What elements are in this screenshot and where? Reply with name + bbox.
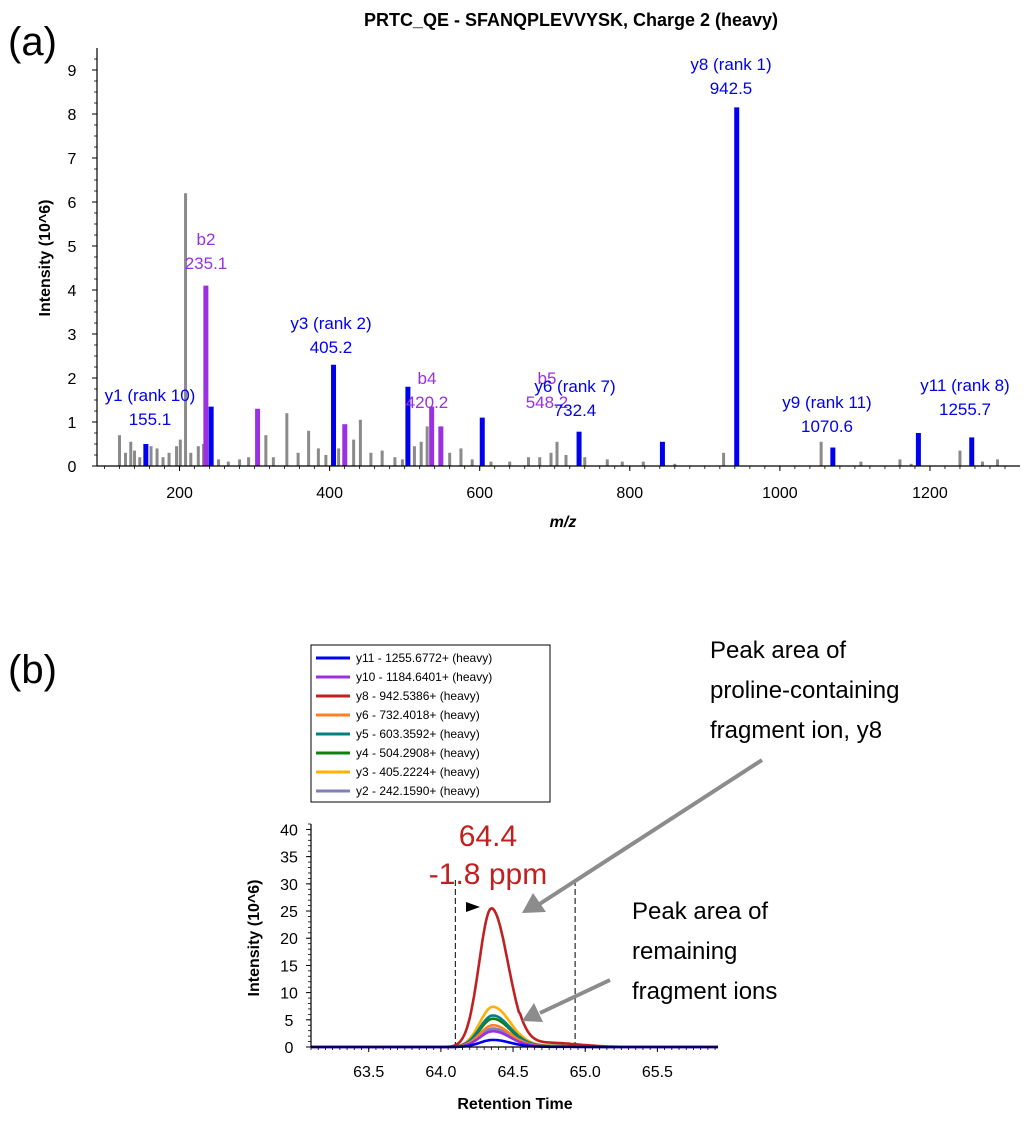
peak-label-y11: y11 (rank 8) <box>920 376 1009 395</box>
y-tick-label: 7 <box>68 151 77 168</box>
x-tick-label: 200 <box>166 485 193 502</box>
y-tick-label: 5 <box>68 239 77 256</box>
legend-label: y3 - 405.2224+ (heavy) <box>356 765 480 779</box>
unmatched-peaks <box>118 193 999 466</box>
x-tick-label: 63.5 <box>353 1064 384 1081</box>
arrow-y8-head <box>522 893 546 913</box>
x-tick-label: 65.0 <box>570 1064 601 1081</box>
callout-remaining-line-2: remaining <box>632 938 737 965</box>
peak-label-y3: y3 (rank 2) <box>290 314 371 333</box>
peak-value-b4: 420.2 <box>406 393 449 412</box>
peak-label-b4: b4 <box>418 369 437 388</box>
peak-value-y1: 155.1 <box>129 410 172 429</box>
callout-remaining: Peak area of remaining fragment ions <box>632 898 777 1005</box>
x-tick-label: 600 <box>466 485 493 502</box>
y-tick-label: 3 <box>68 327 77 344</box>
peak-annotations: y1 (rank 10) 155.1 b2 235.1 y3 (rank 2) 405.2… <box>105 55 1010 436</box>
callout-y8-line-3: fragment ion, y8 <box>710 717 882 744</box>
spectrum-x-ticks: 200 400 600 800 1000 1200 <box>104 466 1006 502</box>
legend-label: y2 - 242.1590+ (heavy) <box>356 784 480 798</box>
x-tick-label: 65.5 <box>642 1064 673 1081</box>
y-tick-label: 0 <box>285 1040 294 1057</box>
legend-label: y10 - 1184.6401+ (heavy) <box>356 670 492 684</box>
y-tick-label: 4 <box>68 283 77 300</box>
peak-label-y1: y1 (rank 10) <box>105 386 196 405</box>
peak-label-b5: b5 <box>538 369 557 388</box>
y-tick-label: 10 <box>280 986 298 1003</box>
callout-y8: Peak area of proline-containing fragment… <box>710 637 899 744</box>
x-tick-label: 400 <box>316 485 343 502</box>
legend-label: y5 - 603.3592+ (heavy) <box>356 727 480 741</box>
panel-b-label: (b) <box>8 648 57 692</box>
y-tick-label: 5 <box>285 1013 294 1030</box>
x-tick-label: 1200 <box>912 485 948 502</box>
x-tick-label: 1000 <box>762 485 798 502</box>
peak-value-y6: 732.4 <box>554 401 597 420</box>
peak-label-y8: y8 (rank 1) <box>690 55 771 74</box>
callout-y8-line-1: Peak area of <box>710 637 846 664</box>
matched-peaks <box>143 107 975 466</box>
callout-y8-line-2: proline-containing <box>710 677 899 704</box>
y-tick-label: 6 <box>68 195 77 212</box>
peak-value-y9: 1070.6 <box>801 417 853 436</box>
peak-label-y9: y9 (rank 11) <box>782 393 871 412</box>
legend-label: y4 - 504.2908+ (heavy) <box>356 746 480 760</box>
chromatogram-y-ticks: 0 5 10 15 20 25 30 35 40 <box>280 822 311 1057</box>
spectrum-y-ticks: 0 1 2 3 4 5 6 7 8 9 <box>68 58 97 476</box>
callout-arrows <box>522 758 764 1022</box>
y-tick-label: 15 <box>280 958 298 975</box>
peak-value-b5: 548.2 <box>526 393 569 412</box>
y-tick-label: 40 <box>280 822 298 839</box>
x-tick-label: 800 <box>616 485 643 502</box>
chromatogram-x-label: Retention Time <box>457 1096 572 1113</box>
x-tick-label: 64.5 <box>497 1064 528 1081</box>
chromatogram-x-ticks: 63.5 64.0 64.5 65.0 65.5 <box>310 1047 716 1081</box>
y-tick-label: 35 <box>280 850 298 867</box>
arrow-remaining-shaft <box>539 978 611 1015</box>
y-tick-label: 25 <box>280 904 298 921</box>
spectrum-chart: PRTC_QE - SFANQPLEVVYSK, Charge 2 (heavy… <box>37 10 1020 531</box>
spectrum-x-label: m/z <box>550 514 577 531</box>
callout-remaining-line-1: Peak area of <box>632 898 768 925</box>
peak-value-y3: 405.2 <box>310 338 353 357</box>
chromatogram-y-label: Intensity (10^6) <box>246 880 263 997</box>
legend-label: y8 - 942.5386+ (heavy) <box>356 689 480 703</box>
arrow-y8-shaft <box>536 758 764 907</box>
spectrum-title: PRTC_QE - SFANQPLEVVYSK, Charge 2 (heavy… <box>364 10 778 30</box>
spectrum-y-label: Intensity (10^6) <box>37 200 54 317</box>
peak-value-y8: 942.5 <box>710 79 753 98</box>
peak-value-b2: 235.1 <box>185 254 228 273</box>
peak-label-y6: y6 (rank 7) <box>534 377 615 396</box>
y-tick-label: 8 <box>68 107 77 124</box>
callout-remaining-line-3: fragment ions <box>632 978 777 1005</box>
integration-bounds <box>454 880 576 1047</box>
legend-label: y6 - 732.4018+ (heavy) <box>356 708 480 722</box>
trace-line <box>311 1014 718 1049</box>
y-tick-label: 1 <box>68 415 77 432</box>
y-tick-label: 2 <box>68 371 77 388</box>
peak-label-b2: b2 <box>197 230 216 249</box>
x-tick-label: 64.0 <box>425 1064 456 1081</box>
y-tick-label: 20 <box>280 931 298 948</box>
peak-value-y11: 1255.7 <box>939 400 991 419</box>
y-tick-label: 30 <box>280 877 298 894</box>
y-tick-label: 9 <box>68 63 77 80</box>
legend-entries: y11 - 1255.6772+ (heavy) y10 - 1184.6401+… <box>316 651 492 798</box>
y-tick-label: 0 <box>68 459 77 476</box>
arrow-remaining-head <box>522 1003 543 1022</box>
chromatogram-chart: y11 - 1255.6772+ (heavy) y10 - 1184.6401+… <box>246 637 899 1113</box>
chromatogram-legend <box>310 644 551 803</box>
peak-mass-error-label: -1.8 ppm <box>429 858 547 891</box>
legend-label: y11 - 1255.6772+ (heavy) <box>356 651 492 665</box>
peak-rt-label: 64.4 <box>459 820 517 853</box>
panel-a-label: (a) <box>8 20 57 64</box>
peak-apex-marker <box>466 902 480 912</box>
